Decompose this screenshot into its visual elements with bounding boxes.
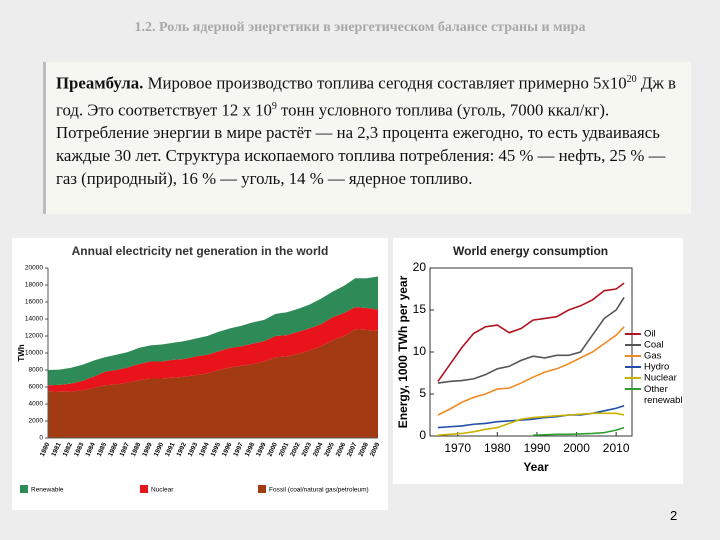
line <box>532 426 625 436</box>
preamble-text: тонн условного топлива (уголь, 7000 ккал… <box>56 100 666 189</box>
y-tick-label: 14000 <box>25 316 43 323</box>
y-tick-label: 20 <box>413 260 427 274</box>
x-axis-label: Year <box>523 460 549 474</box>
electricity-chart: Annual electricity net generation in the… <box>12 238 388 510</box>
x-tick-label: 2010 <box>603 441 630 455</box>
y-tick-label: 10000 <box>25 350 43 357</box>
y-axis-label: TWh <box>17 344 26 361</box>
line <box>437 326 625 416</box>
y-tick-label: 12000 <box>25 333 43 340</box>
y-tick-label: 6000 <box>29 384 44 391</box>
legend-swatch <box>140 485 148 493</box>
y-tick-label: 4000 <box>29 401 44 408</box>
legend-label: Nuclear <box>151 487 174 494</box>
y-axis-label: Energy, 1000 TWh per year <box>396 275 410 428</box>
y-tick-label: 18000 <box>25 282 43 289</box>
page-number: 2 <box>670 508 678 523</box>
line <box>437 404 625 429</box>
y-tick-label: 0 <box>419 428 426 442</box>
y-tick-label: 20000 <box>25 265 43 272</box>
y-tick-label: 0 <box>39 435 43 442</box>
chart-title: Annual electricity net generation in the… <box>72 244 329 258</box>
x-tick-label: 1980 <box>484 441 511 455</box>
y-tick-label: 16000 <box>25 299 43 306</box>
area <box>48 276 378 386</box>
y-tick-label: 2000 <box>29 418 44 425</box>
legend-label: Oil <box>644 329 656 340</box>
legend-label: Gas <box>644 351 662 362</box>
x-tick-label: 1970 <box>444 441 471 455</box>
chart-title: World energy consumption <box>453 244 608 258</box>
y-tick-label: 5 <box>419 386 426 400</box>
x-tick-label: 2009 <box>369 441 382 457</box>
x-tick-label: 2000 <box>563 441 590 455</box>
area <box>48 329 378 438</box>
area <box>48 307 378 392</box>
line <box>437 412 625 436</box>
preamble-lead: Преамбула. <box>56 73 144 93</box>
y-tick-label: 8000 <box>29 367 44 374</box>
energy-chart: World energy consumption Energy, 1000 TWh… <box>393 238 683 484</box>
y-tick-label: 15 <box>413 302 427 316</box>
x-tick-label: 1990 <box>524 441 551 455</box>
preamble-text: Дж в год. Это соответствует 12 х 10 <box>56 73 676 120</box>
y-tick-label: 10 <box>413 344 427 358</box>
legend-label: Coal <box>644 340 664 351</box>
legend-label: Hydro <box>644 362 669 373</box>
line <box>437 296 625 384</box>
slide-title: 1.2. Роль ядерной энергетики в энергетич… <box>134 20 586 35</box>
legend-label: Nuclear <box>644 373 677 384</box>
preamble: Преамбула. Мировое производство топлива … <box>43 62 691 214</box>
legend-swatch <box>258 485 266 493</box>
exponent: 9 <box>271 100 277 112</box>
exponent: 20 <box>626 74 637 85</box>
legend-label: Renewable <box>31 487 64 494</box>
preamble-text: Мировое производство топлива сегодня сос… <box>147 73 627 93</box>
legend-swatch <box>20 485 28 493</box>
legend-label: Otherrenewable <box>644 384 683 406</box>
legend-label: Fossil (coal/natural gas/petroleum) <box>269 487 369 494</box>
line <box>437 282 625 382</box>
